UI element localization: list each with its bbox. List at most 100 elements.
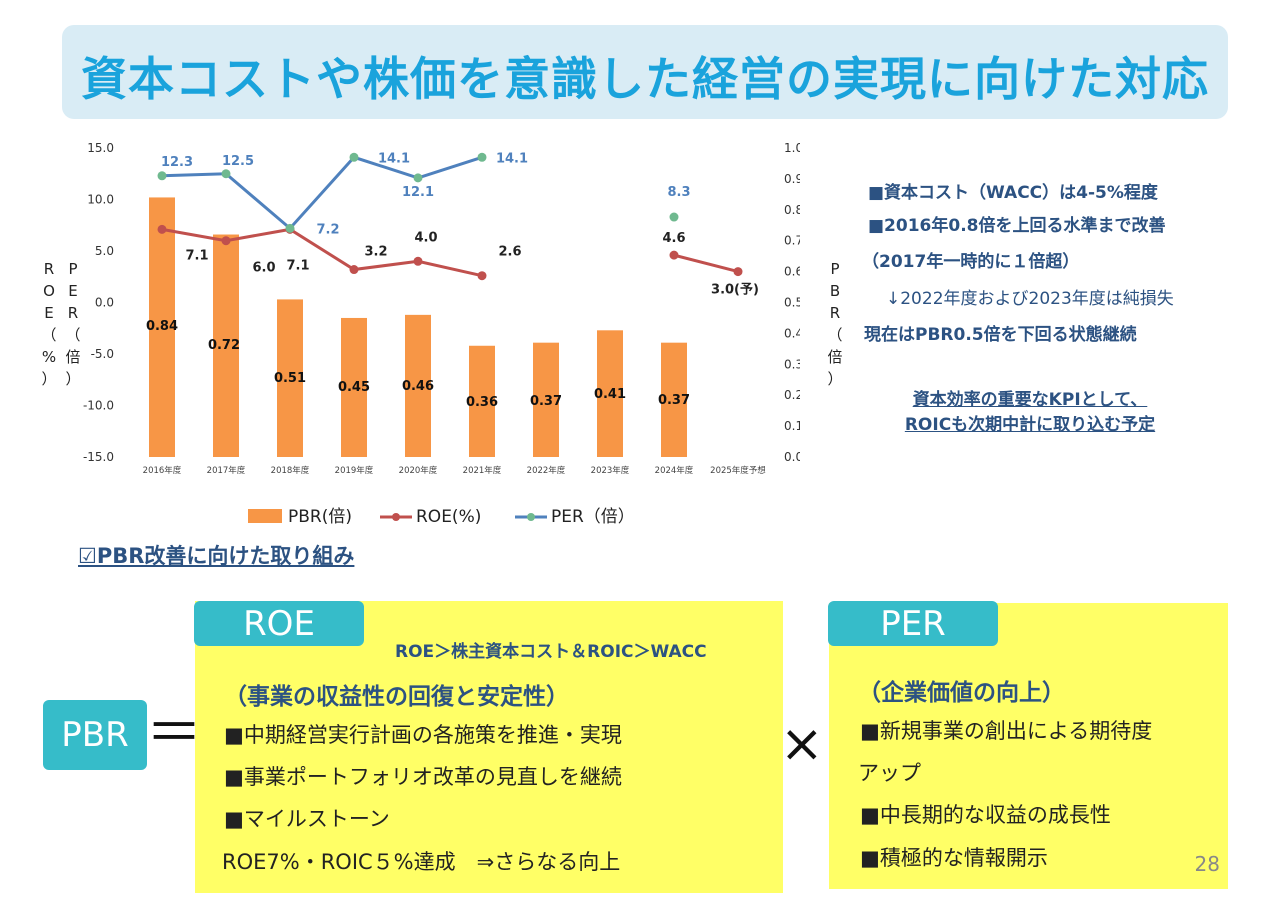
left-tick-label: -10.0 — [83, 399, 114, 413]
roe-data-label: 2.6 — [498, 245, 521, 260]
right-axis-pbr-char: R — [829, 304, 841, 322]
roe-point — [413, 256, 423, 266]
right-tick-label: 0.00 — [784, 450, 800, 464]
x-tick-label: 2025年度予想 — [710, 465, 766, 476]
roe-point — [669, 250, 679, 260]
left-axis-per-char: P — [68, 260, 78, 278]
note-net-loss: ↓2022年度および2023年度は純損失 — [886, 289, 1174, 309]
roe-subhead: （事業の収益性の回復と安定性） — [224, 684, 569, 710]
right-tick-label: 0.50 — [784, 296, 800, 310]
per-point — [349, 152, 359, 162]
pbr-bar — [469, 345, 495, 457]
per-point — [477, 152, 487, 162]
roe-panel — [195, 601, 783, 893]
left-axis-title-per: P E R （ 倍 ） — [64, 258, 82, 390]
roe-point — [733, 267, 743, 277]
per-item-1-cont: アップ — [858, 761, 921, 785]
per-tab: PER — [828, 601, 998, 646]
pbr-data-label: 0.36 — [466, 395, 498, 410]
right-tick-label: 0.40 — [784, 326, 800, 340]
multiply-sign: × — [780, 714, 824, 774]
per-point — [285, 223, 295, 233]
roe-data-label: 4.6 — [662, 231, 685, 246]
roe-line — [673, 253, 739, 274]
roe-item-1: ■中期経営実行計画の各施策を推進・実現 — [224, 723, 622, 747]
left-axis-per-char: ） — [65, 370, 81, 388]
right-tick-label: 0.10 — [784, 419, 800, 433]
pbr-data-label: 0.51 — [274, 371, 306, 386]
per-item-1: ■新規事業の創出による期待度 — [860, 719, 1153, 743]
per-point — [157, 171, 167, 181]
page-number: 28 — [1194, 852, 1220, 876]
note-wacc: ■資本コスト（WACC）は4-5%程度 — [868, 183, 1158, 203]
left-axis-roe-char: E — [44, 304, 54, 322]
per-data-label: 12.5 — [222, 154, 254, 169]
x-tick-label: 2021年度 — [463, 465, 502, 476]
roe-item-3: ■マイルストーン — [224, 807, 390, 831]
note-2017: （2017年一時的に１倍超） — [862, 252, 1080, 272]
pbr-data-label: 0.46 — [402, 379, 434, 394]
legend-per-label: PER（倍） — [551, 507, 635, 527]
x-tick-label: 2019年度 — [335, 465, 374, 476]
per-data-label: 8.3 — [667, 185, 690, 200]
right-tick-label: 0.70 — [784, 234, 800, 248]
right-tick-label: 0.30 — [784, 357, 800, 371]
right-axis-pbr-char: 倍 — [827, 348, 843, 366]
roe-data-label: 3.0(予) — [711, 283, 759, 298]
roe-point — [349, 265, 359, 275]
legend-roe-marker — [392, 513, 400, 521]
page-title: 資本コストや株価を意識した経営の実現に向けた対応 — [81, 52, 1209, 106]
equals-sign: ＝ — [146, 701, 202, 766]
note-current: 現在はPBR0.5倍を下回る状態継続 — [864, 325, 1137, 345]
right-axis-pbr-char: P — [830, 260, 840, 278]
left-axis-roe-char: % — [41, 348, 57, 366]
x-tick-label: 2023年度 — [591, 465, 630, 476]
section-heading: ☑PBR改善に向けた取り組み — [78, 544, 355, 568]
x-tick-label: 2016年度 — [143, 465, 182, 476]
per-item-2: ■中長期的な収益の成長性 — [860, 803, 1111, 827]
left-axis-title-roe: R O E （% ） — [40, 258, 58, 390]
roe-tab: ROE — [194, 601, 364, 646]
note-pbr-improve: ■2016年0.8倍を上回る水準まで改善 — [868, 216, 1166, 236]
pbr-data-label: 0.45 — [338, 380, 370, 395]
pbr-data-label: 0.72 — [208, 338, 240, 353]
roe-point — [221, 236, 231, 246]
x-tick-label: 2017年度 — [207, 465, 246, 476]
right-axis-pbr-char: （ — [827, 326, 843, 344]
left-tick-label: -5.0 — [91, 347, 114, 361]
pbr-bar — [277, 299, 303, 457]
pbr-data-label: 0.41 — [594, 387, 626, 402]
right-tick-label: 0.60 — [784, 265, 800, 279]
per-data-label: 14.1 — [378, 151, 410, 166]
per-data-label: 12.1 — [402, 185, 434, 200]
roe-data-label: 7.1 — [286, 258, 309, 273]
pbr-bar — [533, 342, 559, 457]
per-data-label: 14.1 — [496, 151, 528, 166]
legend-pbr-label: PBR(倍) — [288, 507, 352, 527]
per-point — [413, 173, 423, 183]
roe-line — [161, 227, 483, 278]
pbr-bar — [149, 197, 175, 457]
left-tick-label: 15.0 — [87, 141, 114, 155]
right-axis-title-pbr: P B R （ 倍 ） — [826, 258, 844, 390]
left-tick-label: 5.0 — [95, 244, 114, 258]
pbr-bar — [341, 317, 367, 457]
x-tick-label: 2024年度 — [655, 465, 694, 476]
roe-point — [157, 224, 167, 234]
pbr-bar — [597, 330, 623, 457]
note-kpi-1: 資本効率の重要なKPIとして、 — [912, 390, 1148, 410]
note-kpi-2: ROICも次期中計に取り込む予定 — [904, 415, 1156, 435]
left-axis-roe-char: R — [43, 260, 55, 278]
per-panel — [829, 603, 1228, 889]
per-item-3: ■積極的な情報開示 — [860, 846, 1048, 870]
left-tick-label: 10.0 — [87, 193, 114, 207]
pbr-roe-per-chart: 15.0 10.0 5.0 0.0 -5.0 -10.0 -15.0 1.00 0.90 0.80… — [83, 141, 800, 527]
right-tick-label: 0.80 — [784, 203, 800, 217]
roe-data-label: 6.0 — [252, 261, 275, 276]
roe-item-2: ■事業ポートフォリオ改革の見直しを継続 — [224, 765, 622, 789]
x-tick-label: 2020年度 — [399, 465, 438, 476]
left-axis-roe-char: ） — [41, 370, 57, 388]
title-banner: 資本コストや株価を意識した経営の実現に向けた対応 — [62, 25, 1228, 119]
pbr-data-label: 0.84 — [146, 319, 178, 334]
per-subhead: （企業価値の向上） — [858, 680, 1065, 706]
